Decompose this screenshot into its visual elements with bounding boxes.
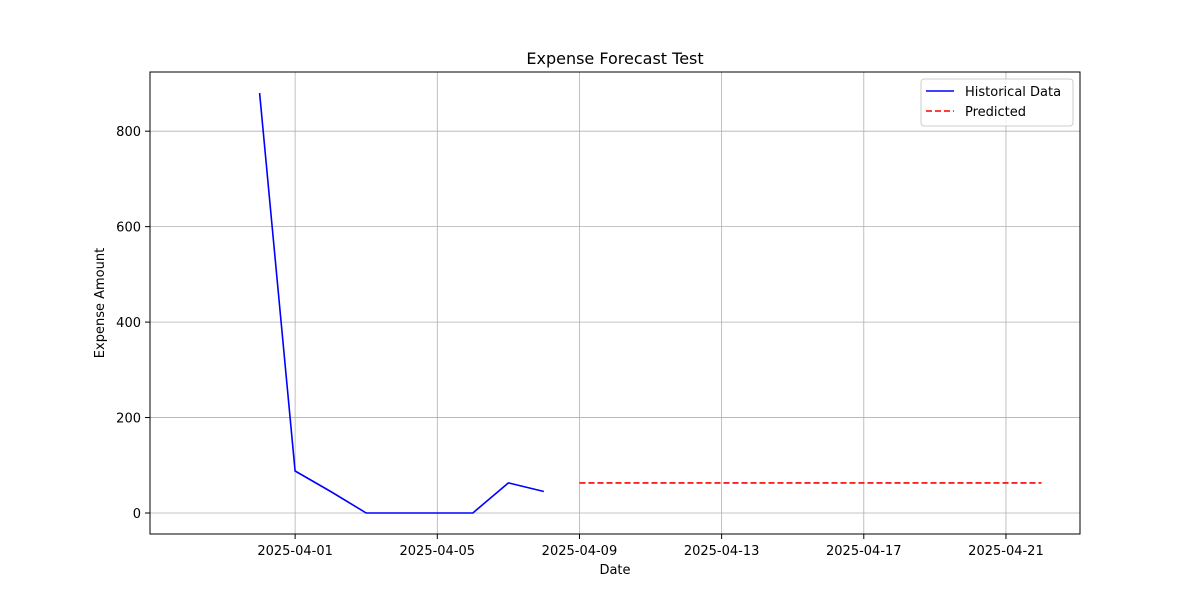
grid bbox=[150, 72, 1080, 534]
legend-label: Predicted bbox=[965, 105, 1026, 120]
x-tick-label: 2025-04-21 bbox=[968, 544, 1044, 559]
y-axis-label: Expense Amount bbox=[93, 248, 108, 358]
x-axis-label: Date bbox=[599, 563, 630, 578]
legend: Historical Data Predicted bbox=[920, 78, 1074, 127]
y-tick-label: 600 bbox=[116, 221, 141, 236]
series-layer bbox=[258, 92, 1042, 514]
ticks: 2025-04-01 2025-04-05 2025-04-09 2025-04-13… bbox=[116, 125, 1044, 559]
y-tick-label: 800 bbox=[116, 125, 141, 140]
plot-frame bbox=[149, 71, 1081, 535]
y-tick-label: 400 bbox=[116, 316, 141, 331]
y-tick-label: 0 bbox=[133, 507, 141, 522]
legend-label: Historical Data bbox=[965, 85, 1061, 100]
y-tick-label: 200 bbox=[116, 412, 141, 427]
x-tick-label: 2025-04-09 bbox=[542, 544, 618, 559]
legend-box bbox=[920, 78, 1074, 127]
x-tick-label: 2025-04-13 bbox=[684, 544, 760, 559]
series-line-historical-data bbox=[258, 92, 545, 514]
chart-title: Expense Forecast Test bbox=[526, 49, 703, 68]
x-tick-label: 2025-04-17 bbox=[826, 544, 902, 559]
x-tick-label: 2025-04-05 bbox=[400, 544, 476, 559]
x-tick-label: 2025-04-01 bbox=[257, 544, 333, 559]
